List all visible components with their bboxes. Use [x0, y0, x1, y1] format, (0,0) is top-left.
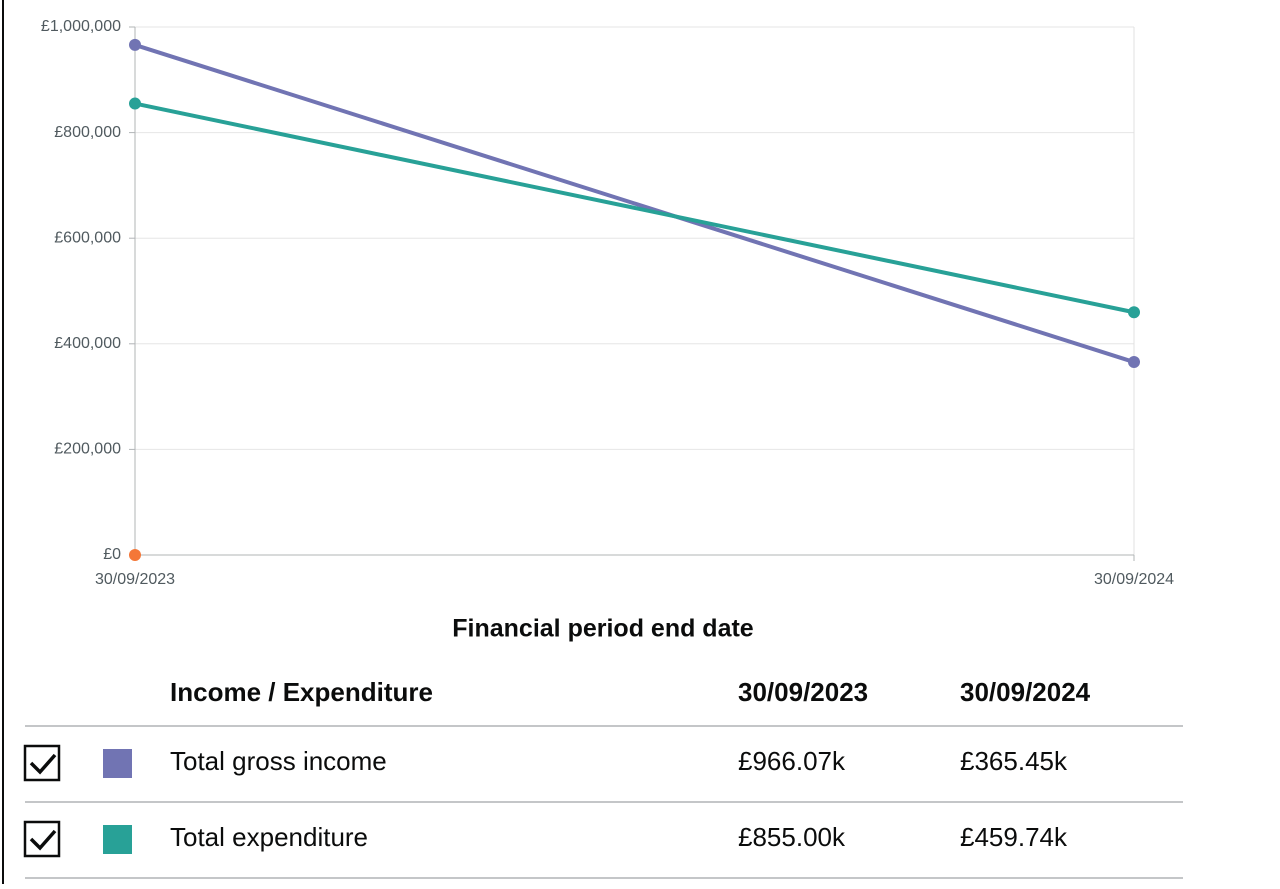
- data-point: [1128, 356, 1140, 369]
- table-column-header: 30/09/2023: [738, 677, 868, 707]
- value-label: £365.45k: [960, 746, 1068, 776]
- value-label: £855.00k: [738, 822, 846, 852]
- x-tick-label: 30/09/2024: [1094, 571, 1174, 588]
- table-column-header: 30/09/2024: [960, 677, 1091, 707]
- series-line: [134, 43, 1135, 364]
- table-header: Income / Expenditure: [170, 677, 433, 707]
- x-tick-label: 30/09/2023: [95, 571, 175, 588]
- data-point: [129, 38, 141, 51]
- legend-label: Total expenditure: [170, 822, 368, 852]
- data-point: [129, 549, 141, 561]
- data-point: [129, 97, 141, 110]
- series-line: [134, 101, 1135, 315]
- y-tick-label: £600,000: [54, 229, 121, 246]
- y-tick-label: £400,000: [54, 335, 121, 352]
- x-axis-title: Financial period end date: [452, 615, 754, 643]
- legend-label: Total gross income: [170, 746, 387, 776]
- checkbox[interactable]: [23, 820, 61, 858]
- data-point: [1128, 306, 1140, 319]
- checkbox[interactable]: [23, 744, 61, 782]
- y-tick-label: £200,000: [54, 441, 121, 458]
- y-tick-label: £800,000: [54, 124, 121, 141]
- value-label: £459.74k: [960, 822, 1068, 852]
- checkmark[interactable]: [29, 829, 57, 851]
- checkmark[interactable]: [29, 753, 57, 775]
- legend-swatch: [103, 825, 132, 854]
- y-tick-label: £1,000,000: [41, 18, 121, 35]
- y-tick-label: £0: [103, 546, 121, 563]
- legend-swatch: [103, 749, 132, 778]
- value-label: £966.07k: [738, 746, 846, 776]
